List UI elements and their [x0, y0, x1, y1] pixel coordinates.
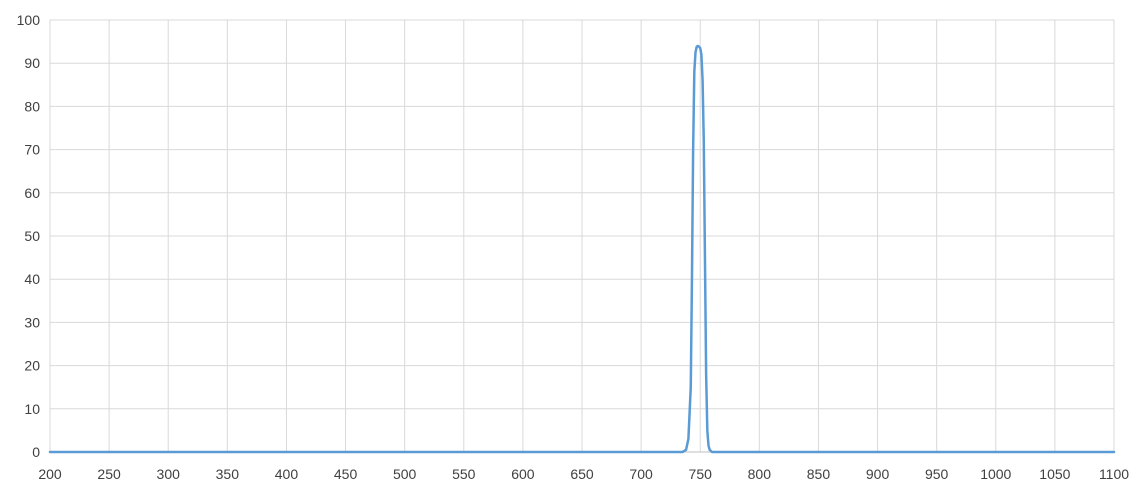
x-tick-labels: 200 250 300 350 400 450 500 550 600 650 700 750 800 8… [38, 466, 1129, 482]
y-tick-label: 0 [32, 444, 40, 460]
x-tick-label: 500 [393, 466, 417, 482]
x-tick-label: 450 [334, 466, 358, 482]
y-tick-labels: 0 10 20 30 40 50 60 70 80 90 100 [17, 12, 41, 460]
y-tick-label: 40 [24, 271, 40, 287]
y-tick-label: 60 [24, 185, 40, 201]
y-tick-label: 10 [24, 401, 40, 417]
x-tick-label: 950 [925, 466, 949, 482]
x-tick-label: 850 [807, 466, 831, 482]
x-tick-label: 750 [689, 466, 713, 482]
x-tick-label: 900 [866, 466, 890, 482]
y-tick-label: 70 [24, 142, 40, 158]
y-tick-label: 90 [24, 55, 40, 71]
x-tick-label: 1100 [1099, 466, 1129, 482]
x-tick-label: 650 [570, 466, 594, 482]
y-tick-label: 80 [24, 98, 40, 114]
y-tick-label: 100 [17, 12, 41, 28]
y-tick-label: 20 [24, 358, 40, 374]
x-tick-label: 350 [216, 466, 240, 482]
y-tick-label: 50 [24, 228, 40, 244]
x-tick-label: 600 [511, 466, 535, 482]
x-tick-label: 200 [38, 466, 62, 482]
y-tick-label: 30 [24, 314, 40, 330]
x-tick-label: 700 [629, 466, 653, 482]
grid [49, 19, 1115, 452]
x-tick-label: 550 [452, 466, 476, 482]
x-tick-label: 250 [97, 466, 121, 482]
series-line [48, 44, 1116, 454]
x-tick-label: 1050 [1039, 466, 1070, 482]
x-tick-label: 800 [748, 466, 772, 482]
series [48, 44, 1116, 454]
x-tick-label: 1000 [980, 466, 1011, 482]
x-tick-label: 400 [275, 466, 299, 482]
x-tick-label: 300 [157, 466, 181, 482]
